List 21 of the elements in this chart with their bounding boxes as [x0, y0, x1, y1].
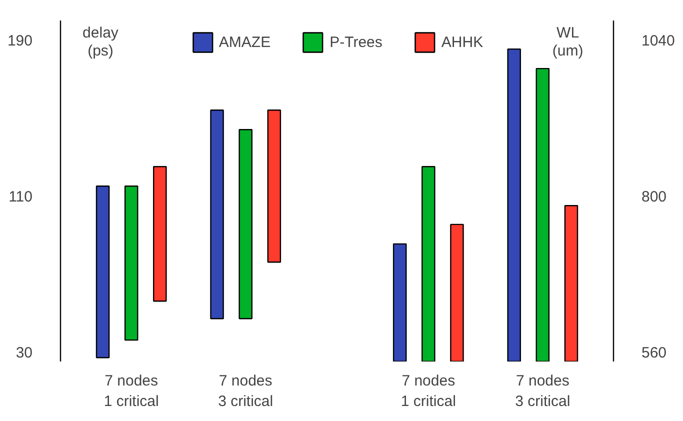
bar: [124, 186, 138, 341]
y2-tick-label: 800: [642, 188, 667, 206]
y-axis-title: delay (ps): [82, 24, 119, 60]
y-tick-label: 190: [7, 32, 33, 50]
bar: [238, 129, 252, 320]
x-tick-label: 7 nodes 1 critical: [104, 372, 159, 410]
legend-label: P-Trees: [330, 34, 382, 50]
legend-label: AMAZE: [218, 34, 271, 50]
y2-axis-title: WL (um): [552, 24, 584, 60]
x-tick-label: 7 nodes 3 critical: [515, 372, 570, 410]
y2-tick-label: 1040: [642, 32, 675, 50]
bar: [210, 110, 224, 320]
x-tick-label: 7 nodes 3 critical: [218, 372, 274, 410]
legend-label: AHHK: [441, 34, 484, 50]
bar: [153, 166, 167, 302]
y-tick-label: 30: [16, 344, 33, 362]
x-tick-label: 7 nodes 1 critical: [400, 372, 456, 410]
bar: [267, 110, 282, 263]
y2-tick-label: 560: [642, 344, 667, 362]
bar: [96, 186, 110, 358]
y-tick-label: 110: [8, 188, 33, 206]
